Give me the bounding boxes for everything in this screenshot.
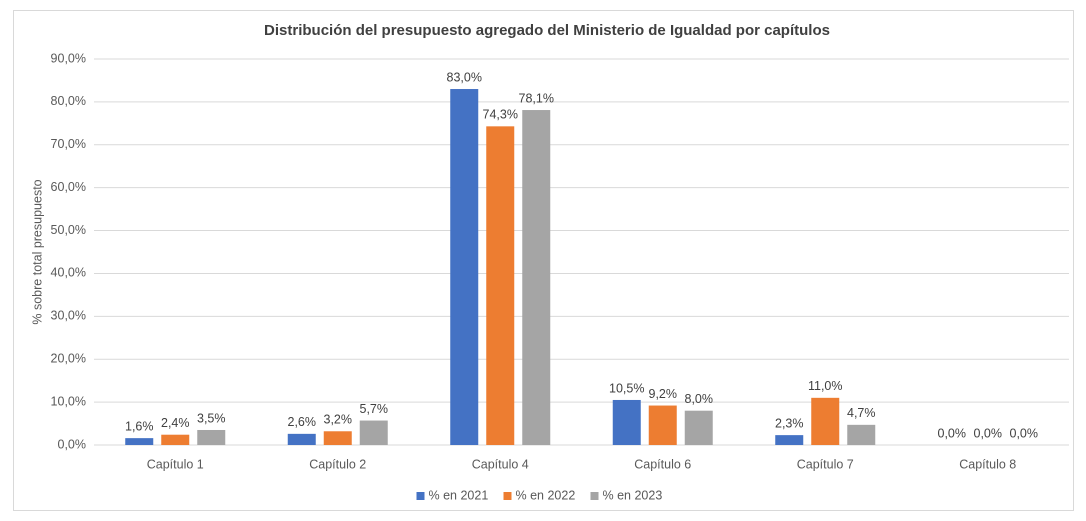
- y-tick-label: 90,0%: [51, 51, 86, 65]
- bar: [161, 434, 190, 445]
- bar: [811, 397, 840, 445]
- value-label: 83,0%: [447, 70, 482, 84]
- y-tick-label: 20,0%: [51, 352, 86, 366]
- value-label: 0,0%: [1010, 426, 1039, 440]
- value-label: 8,0%: [685, 392, 714, 406]
- value-label: 74,3%: [483, 108, 518, 122]
- bar: [612, 399, 641, 445]
- bar: [648, 405, 677, 445]
- value-label: 9,2%: [649, 387, 678, 401]
- bar: [450, 89, 479, 446]
- value-label: 5,7%: [360, 402, 389, 416]
- y-tick-label: 60,0%: [51, 180, 86, 194]
- legend-swatch: [590, 492, 599, 500]
- y-tick-label: 80,0%: [51, 94, 86, 108]
- y-tick-label: 0,0%: [58, 437, 87, 451]
- value-label: 10,5%: [609, 381, 644, 395]
- x-tick-label: Capítulo 6: [634, 457, 691, 471]
- legend-label: % en 2021: [429, 488, 489, 502]
- y-tick-label: 40,0%: [51, 266, 86, 280]
- x-tick-label: Capítulo 4: [472, 457, 529, 471]
- x-tick-label: Capítulo 1: [147, 457, 204, 471]
- bar: [359, 420, 388, 445]
- value-label: 3,2%: [324, 413, 353, 427]
- bar: [323, 431, 352, 445]
- value-label: 1,6%: [125, 419, 154, 433]
- y-tick-label: 70,0%: [51, 137, 86, 151]
- legend-label: % en 2023: [603, 488, 663, 502]
- y-tick-label: 10,0%: [51, 394, 86, 408]
- legend-swatch: [503, 492, 512, 500]
- legend-label: % en 2022: [516, 488, 576, 502]
- value-label: 4,7%: [847, 406, 876, 420]
- value-label: 11,0%: [808, 379, 843, 393]
- x-tick-label: Capítulo 2: [309, 457, 366, 471]
- chart-title: Distribución del presupuesto agregado de…: [264, 22, 830, 39]
- legend-swatch: [416, 492, 425, 500]
- bar: [522, 110, 551, 445]
- x-tick-label: Capítulo 8: [959, 457, 1016, 471]
- y-tick-label: 50,0%: [51, 223, 86, 237]
- bar: [775, 435, 804, 445]
- value-label: 0,0%: [938, 426, 967, 440]
- bar: [486, 126, 515, 445]
- bar: [197, 429, 226, 445]
- value-label: 0,0%: [974, 426, 1003, 440]
- value-label: 3,5%: [197, 411, 226, 425]
- y-tick-label: 30,0%: [51, 309, 86, 323]
- bar: [287, 433, 316, 445]
- bar: [684, 410, 713, 445]
- value-label: 2,4%: [161, 416, 190, 430]
- value-label: 2,3%: [775, 416, 804, 430]
- x-tick-label: Capítulo 7: [797, 457, 854, 471]
- value-label: 2,6%: [288, 415, 317, 429]
- bar: [847, 424, 876, 445]
- value-label: 78,1%: [519, 91, 554, 105]
- y-axis-label: % sobre total presupuesto: [30, 179, 44, 324]
- bar: [125, 438, 154, 445]
